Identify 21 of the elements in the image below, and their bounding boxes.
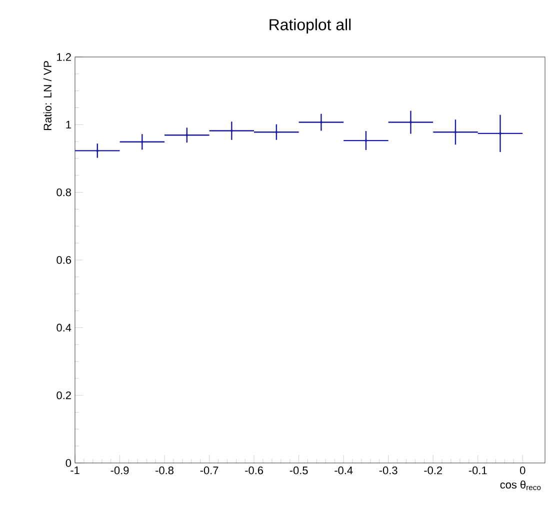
y-tick-label: 0.4 bbox=[56, 324, 72, 332]
x-tick-label: -0.1 bbox=[468, 466, 487, 474]
x-tick-label: -0.4 bbox=[334, 466, 353, 474]
x-tick-label: -0.7 bbox=[200, 466, 218, 474]
y-tick-label: 0.2 bbox=[56, 391, 71, 400]
y-tick-label: 0.6 bbox=[56, 256, 71, 264]
x-tick-label: -0.2 bbox=[424, 466, 442, 474]
y-tick-label: 1.2 bbox=[57, 53, 71, 61]
x-tick-label: -0.5 bbox=[290, 466, 308, 474]
x-tick-label: -0.9 bbox=[110, 466, 129, 474]
x-tick-label: -0.6 bbox=[245, 466, 264, 474]
y-tick-label: 1 bbox=[66, 120, 71, 128]
y-tick-label: 0 bbox=[66, 459, 72, 467]
x-axis-title: cos θ$_{reco}$ bbox=[500, 480, 541, 490]
x-tick-label: -0.8 bbox=[156, 466, 174, 474]
x-tick-label: -0.3 bbox=[379, 466, 398, 474]
chart-title: Ratioplot all bbox=[270, 18, 351, 34]
y-tick-label: 0.8 bbox=[56, 188, 71, 196]
x-tick-label: -1 bbox=[70, 466, 80, 474]
x-tick-label: 0 bbox=[520, 466, 526, 474]
y-axis-title: Ratio: LN / VP bbox=[43, 61, 52, 130]
